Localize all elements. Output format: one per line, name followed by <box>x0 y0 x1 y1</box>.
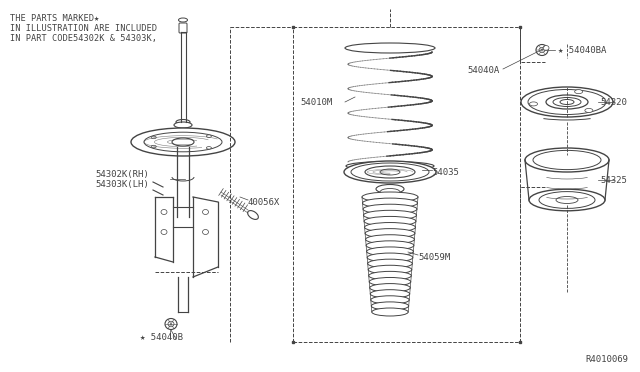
Ellipse shape <box>369 271 412 280</box>
FancyBboxPatch shape <box>179 23 187 33</box>
Ellipse shape <box>366 241 414 250</box>
Ellipse shape <box>371 296 409 304</box>
Ellipse shape <box>539 192 595 208</box>
Text: 54010M: 54010M <box>300 97 332 106</box>
Ellipse shape <box>529 102 538 106</box>
Ellipse shape <box>380 189 400 196</box>
Ellipse shape <box>346 161 434 170</box>
Ellipse shape <box>344 161 436 183</box>
Text: 54302K(RH): 54302K(RH) <box>95 170 148 179</box>
Ellipse shape <box>172 138 194 146</box>
Ellipse shape <box>351 163 429 181</box>
Ellipse shape <box>525 148 609 172</box>
Ellipse shape <box>369 278 411 286</box>
Ellipse shape <box>168 321 174 327</box>
Ellipse shape <box>345 43 435 53</box>
Text: 54320: 54320 <box>600 97 627 106</box>
Ellipse shape <box>367 253 413 262</box>
Ellipse shape <box>144 132 222 152</box>
Ellipse shape <box>521 87 613 117</box>
Ellipse shape <box>202 230 209 234</box>
Ellipse shape <box>376 185 404 193</box>
Ellipse shape <box>365 229 415 238</box>
Ellipse shape <box>543 45 549 51</box>
Ellipse shape <box>371 290 410 298</box>
Ellipse shape <box>363 204 417 214</box>
Ellipse shape <box>365 235 414 244</box>
Text: 54035: 54035 <box>432 167 459 176</box>
Text: 54303K(LH): 54303K(LH) <box>95 180 148 189</box>
Ellipse shape <box>529 189 605 211</box>
Text: 40056X: 40056X <box>248 198 280 206</box>
Ellipse shape <box>371 302 409 310</box>
Ellipse shape <box>161 209 167 215</box>
Ellipse shape <box>206 147 211 149</box>
Ellipse shape <box>161 230 167 234</box>
Ellipse shape <box>368 265 412 274</box>
Ellipse shape <box>556 196 578 203</box>
Ellipse shape <box>546 95 588 109</box>
Ellipse shape <box>131 128 235 156</box>
Text: THE PARTS MARKED★: THE PARTS MARKED★ <box>10 14 99 23</box>
Ellipse shape <box>248 211 259 219</box>
Ellipse shape <box>367 247 413 256</box>
Ellipse shape <box>206 135 211 137</box>
Ellipse shape <box>370 283 410 292</box>
Ellipse shape <box>539 48 545 52</box>
Ellipse shape <box>380 169 400 175</box>
Text: ★ 54040B: ★ 54040B <box>141 333 184 342</box>
Ellipse shape <box>367 259 412 268</box>
Ellipse shape <box>372 308 408 316</box>
Text: 54040A: 54040A <box>468 65 500 74</box>
Ellipse shape <box>553 97 581 106</box>
Ellipse shape <box>533 150 601 170</box>
Ellipse shape <box>179 18 188 22</box>
Ellipse shape <box>575 90 582 94</box>
Text: IN ILLUSTRATION ARE INCLUDED: IN ILLUSTRATION ARE INCLUDED <box>10 24 157 33</box>
Ellipse shape <box>362 192 418 202</box>
Ellipse shape <box>528 90 606 115</box>
Ellipse shape <box>151 145 156 148</box>
Text: 54059M: 54059M <box>418 253 451 262</box>
Ellipse shape <box>536 45 548 55</box>
Ellipse shape <box>560 99 574 105</box>
Ellipse shape <box>585 108 593 112</box>
Text: R4010069: R4010069 <box>585 355 628 364</box>
Text: 54325: 54325 <box>600 176 627 185</box>
Text: ★ 54040BA: ★ 54040BA <box>558 45 606 55</box>
Ellipse shape <box>364 210 417 220</box>
Ellipse shape <box>176 119 190 125</box>
Ellipse shape <box>364 217 416 226</box>
Ellipse shape <box>174 122 192 128</box>
Text: IN PART CODE54302K & 54303K,: IN PART CODE54302K & 54303K, <box>10 34 157 43</box>
Ellipse shape <box>202 209 209 215</box>
Ellipse shape <box>383 192 397 198</box>
Ellipse shape <box>365 222 415 232</box>
Ellipse shape <box>165 318 177 330</box>
Ellipse shape <box>151 136 156 139</box>
Ellipse shape <box>362 198 417 208</box>
Ellipse shape <box>365 166 415 178</box>
